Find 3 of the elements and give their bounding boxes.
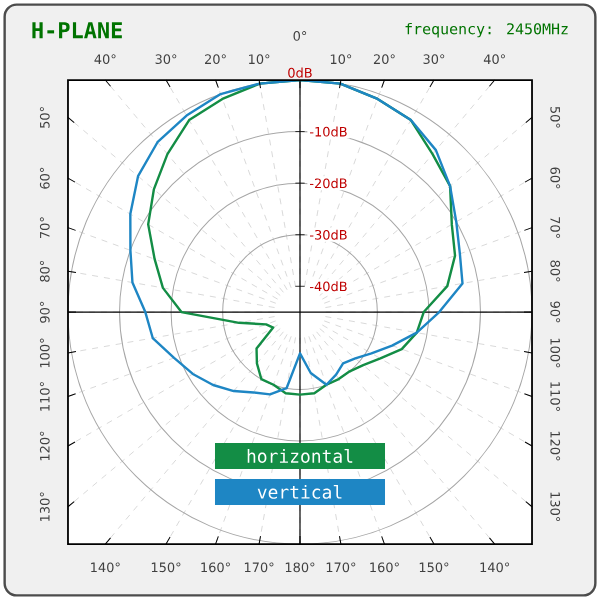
text: vertical [257,484,342,499]
text: horizontal [247,448,353,463]
chart-title: H-PLANE [32,22,122,39]
